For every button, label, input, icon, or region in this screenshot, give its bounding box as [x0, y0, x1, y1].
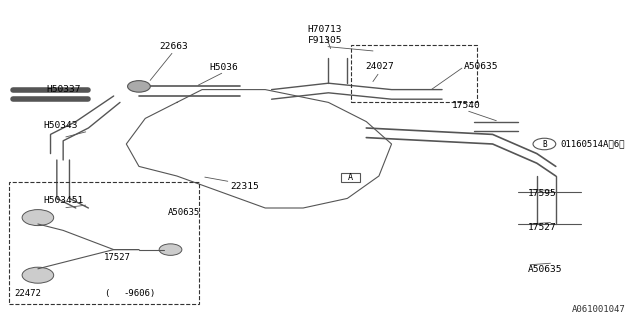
- Bar: [10, 182, 199, 304]
- Text: 01160514A（6）: 01160514A（6）: [560, 140, 625, 148]
- Text: A: A: [348, 173, 353, 182]
- Text: H503451: H503451: [43, 196, 83, 204]
- Text: A50635: A50635: [168, 208, 200, 217]
- Bar: [341, 173, 360, 182]
- Text: 17527: 17527: [527, 223, 556, 232]
- Text: H5036: H5036: [210, 63, 239, 72]
- Text: H70713: H70713: [308, 25, 342, 34]
- Text: B: B: [542, 140, 547, 148]
- Text: 22663: 22663: [159, 42, 188, 51]
- Text: H50343: H50343: [43, 121, 77, 130]
- Circle shape: [22, 210, 54, 226]
- Text: 17527: 17527: [104, 253, 131, 262]
- Text: F91305: F91305: [308, 36, 342, 45]
- Text: A061001047: A061001047: [572, 305, 625, 314]
- Text: 24027: 24027: [365, 62, 394, 71]
- Text: 17540: 17540: [452, 101, 481, 110]
- Text: 22472: 22472: [14, 289, 41, 298]
- Circle shape: [22, 267, 54, 283]
- Text: 22315: 22315: [230, 182, 259, 191]
- Text: A50635: A50635: [464, 62, 499, 71]
- Text: -9606): -9606): [123, 289, 156, 298]
- Circle shape: [127, 81, 150, 92]
- Text: 17595: 17595: [527, 189, 556, 198]
- Text: A50635: A50635: [527, 265, 562, 274]
- Bar: [351, 45, 477, 102]
- Text: H50337: H50337: [46, 85, 81, 94]
- Text: (: (: [104, 289, 109, 298]
- Circle shape: [159, 244, 182, 255]
